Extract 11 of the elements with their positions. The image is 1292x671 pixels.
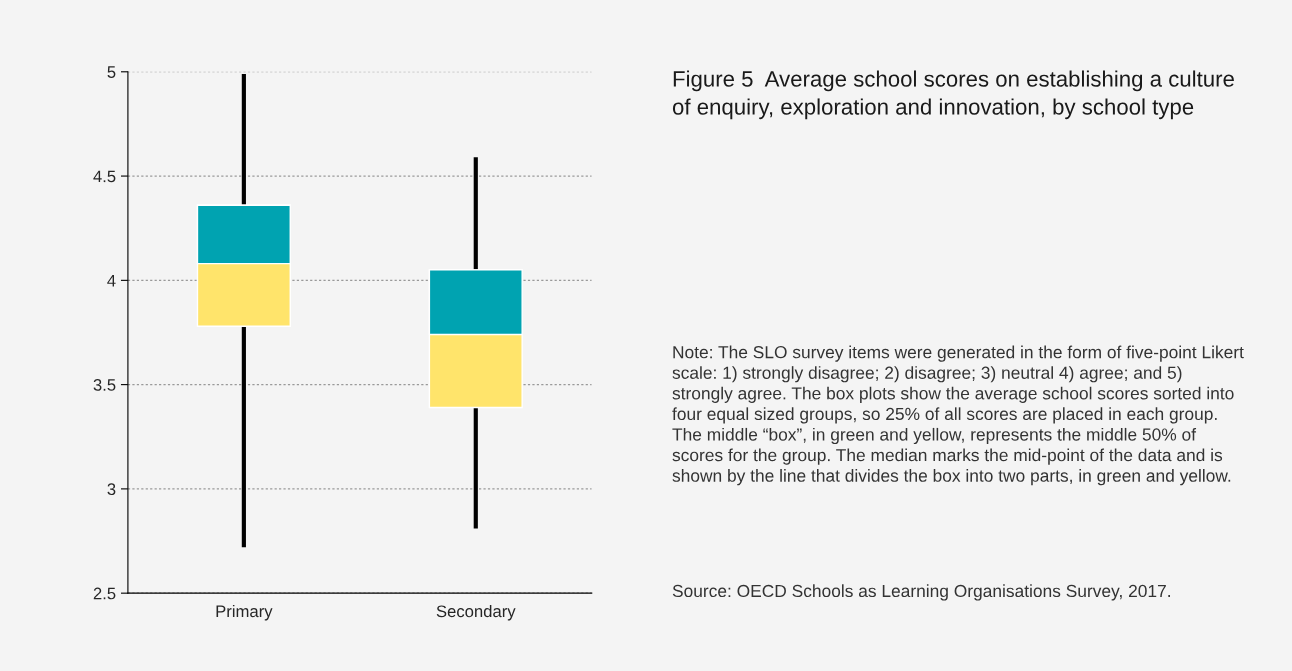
- y-tick-label: 5: [107, 66, 116, 78]
- y-tick-label: 4.5: [93, 170, 116, 183]
- x-tick-label: Secondary: [436, 604, 516, 621]
- source-note: Source: OECD Schools as Learning Organisations Survey, 2017.: [672, 584, 1170, 601]
- x-tick-label: Primary: [216, 604, 273, 621]
- y-tick-label: 4: [107, 274, 116, 287]
- y-tick-label: 3: [107, 483, 116, 496]
- text: Figure 5 Average school scores on establishing a culture of enquiry, exploration and innovation, by school type: [672, 70, 1234, 120]
- y-tick-label: 3.5: [93, 379, 116, 391]
- y-tick-label: 2.5: [93, 587, 116, 600]
- text: Note: The SLO survey items were generated in the form of five-point Likert scale: 1) strongly disagree; 2) disagree; 3) neutral 4) agree; and 5) strongly agree. The box plots show the average school scores sorted into four equal sized groups, so 25% of all scores are placed in each group. The middle “box”, in green and yellow, represents the middle 50% of scores for the group. The median marks the mid-point of the data and is shown by the line that divides the box into two parts, in green and yellow.: [672, 345, 1244, 486]
